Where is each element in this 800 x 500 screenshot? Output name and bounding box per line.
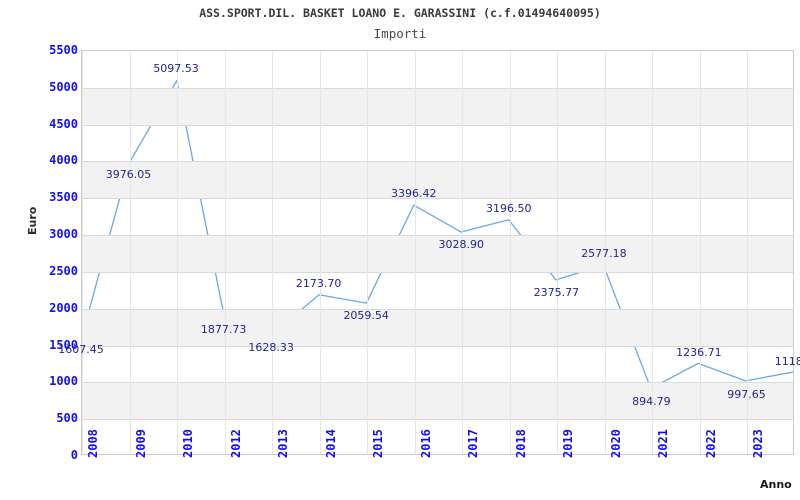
plot-area xyxy=(81,50,794,455)
gridline-vertical xyxy=(130,51,131,454)
grid-band xyxy=(82,235,793,272)
x-axis-tick-label: 2019 xyxy=(561,429,576,458)
y-axis-tick-label: 0 xyxy=(70,448,78,462)
data-point-label: 3396.42 xyxy=(390,186,437,200)
grid-band xyxy=(82,308,793,346)
y-axis-tick-label: 3000 xyxy=(49,227,78,242)
x-axis-title: Anno xyxy=(760,478,792,491)
x-axis-tick-label: 2022 xyxy=(703,429,718,458)
gridline-horizontal xyxy=(82,198,793,199)
data-point-label: 2059.54 xyxy=(343,309,389,323)
y-axis-tick-label: 2000 xyxy=(49,300,78,315)
gridline-vertical xyxy=(652,51,653,454)
gridline-vertical xyxy=(557,51,558,454)
gridline-vertical xyxy=(225,51,226,454)
gridline-vertical xyxy=(367,51,368,454)
x-axis-tick-label: 2009 xyxy=(133,429,148,458)
data-point-label: 2375.77 xyxy=(533,286,580,300)
data-point-label: 3028.90 xyxy=(438,237,485,251)
data-point-label: 1607.45 xyxy=(58,342,104,356)
y-axis-tick-label: 3500 xyxy=(49,190,78,205)
x-axis-tick-label: 2017 xyxy=(466,429,481,458)
y-axis-tick-label: 4000 xyxy=(49,153,78,168)
x-axis-tick-label: 2016 xyxy=(418,429,433,458)
gridline-vertical xyxy=(82,51,83,454)
gridline-vertical xyxy=(462,51,463,454)
y-axis-tick-label: 2500 xyxy=(49,263,78,278)
gridline-vertical xyxy=(320,51,321,454)
gridline-horizontal xyxy=(82,346,793,347)
x-axis-tick-label: 2012 xyxy=(228,429,243,458)
x-axis-tick-label: 2008 xyxy=(86,429,100,458)
data-point-label: 1236.71 xyxy=(676,345,722,359)
data-point-label: 5097.53 xyxy=(153,61,199,75)
data-point-label: 2577.18 xyxy=(581,247,627,261)
gridline-horizontal xyxy=(82,88,793,89)
gridline-horizontal xyxy=(82,125,793,126)
y-axis-tick-label: 4500 xyxy=(49,116,78,131)
y-axis-tick-label: 5000 xyxy=(49,79,78,94)
x-axis-tick-label: 2020 xyxy=(608,429,623,458)
x-axis-tick-label: 2015 xyxy=(371,429,386,458)
gridline-vertical xyxy=(605,51,606,454)
grid-band xyxy=(82,382,793,420)
gridline-vertical xyxy=(272,51,273,454)
data-point-label: 1877.73 xyxy=(200,322,247,336)
gridline-horizontal xyxy=(82,419,793,420)
x-axis-tick-label: 2021 xyxy=(656,429,671,458)
data-point-label: 894.79 xyxy=(632,395,671,409)
x-axis-tick-label: 2018 xyxy=(513,429,528,458)
grid-band xyxy=(82,161,793,199)
gridline-horizontal xyxy=(82,382,793,383)
x-axis-tick-label: 2010 xyxy=(181,429,196,458)
data-point-label: 997.65 xyxy=(727,387,766,401)
data-point-label: 3196.50 xyxy=(486,201,532,215)
y-axis-tick-label: 5500 xyxy=(49,43,78,57)
x-axis-tick-label: 2023 xyxy=(751,429,766,458)
y-axis-tick-label: 500 xyxy=(56,411,78,426)
x-axis-tick-label: 2014 xyxy=(323,429,338,458)
grid-band xyxy=(82,87,793,125)
gridline-horizontal xyxy=(82,161,793,162)
gridline-horizontal xyxy=(82,309,793,310)
x-axis-tick-label: 2013 xyxy=(276,429,291,458)
gridline-vertical xyxy=(747,51,748,454)
gridline-vertical xyxy=(177,51,178,454)
x-axis: 2008 2009 2010 2012 2013 2014 2015 2016 2017 2018… xyxy=(81,429,800,500)
gridline-horizontal xyxy=(82,272,793,273)
chart-subtitle: Importi xyxy=(373,26,427,41)
y-axis-title: Euro xyxy=(26,206,39,235)
gridline-vertical xyxy=(700,51,701,454)
data-point-label: 1118.5 xyxy=(774,354,800,368)
gridline-vertical xyxy=(510,51,511,454)
data-point-label: 2173.70 xyxy=(295,276,342,290)
y-axis: 5500 5000 4500 4000 3500 3000 2500 2000 1500 1000… xyxy=(0,43,78,462)
data-point-label: 1628.33 xyxy=(248,341,294,355)
y-axis-tick-label: 1000 xyxy=(49,374,78,389)
gridline-vertical xyxy=(415,51,416,454)
chart-title: ASS.SPORT.DIL. BASKET LOANO E. GARASSINI… xyxy=(199,6,601,20)
gridline-horizontal xyxy=(82,235,793,236)
data-point-label: 3976.05 xyxy=(105,168,152,182)
y-axis-tick-label: 1500 xyxy=(49,337,78,352)
